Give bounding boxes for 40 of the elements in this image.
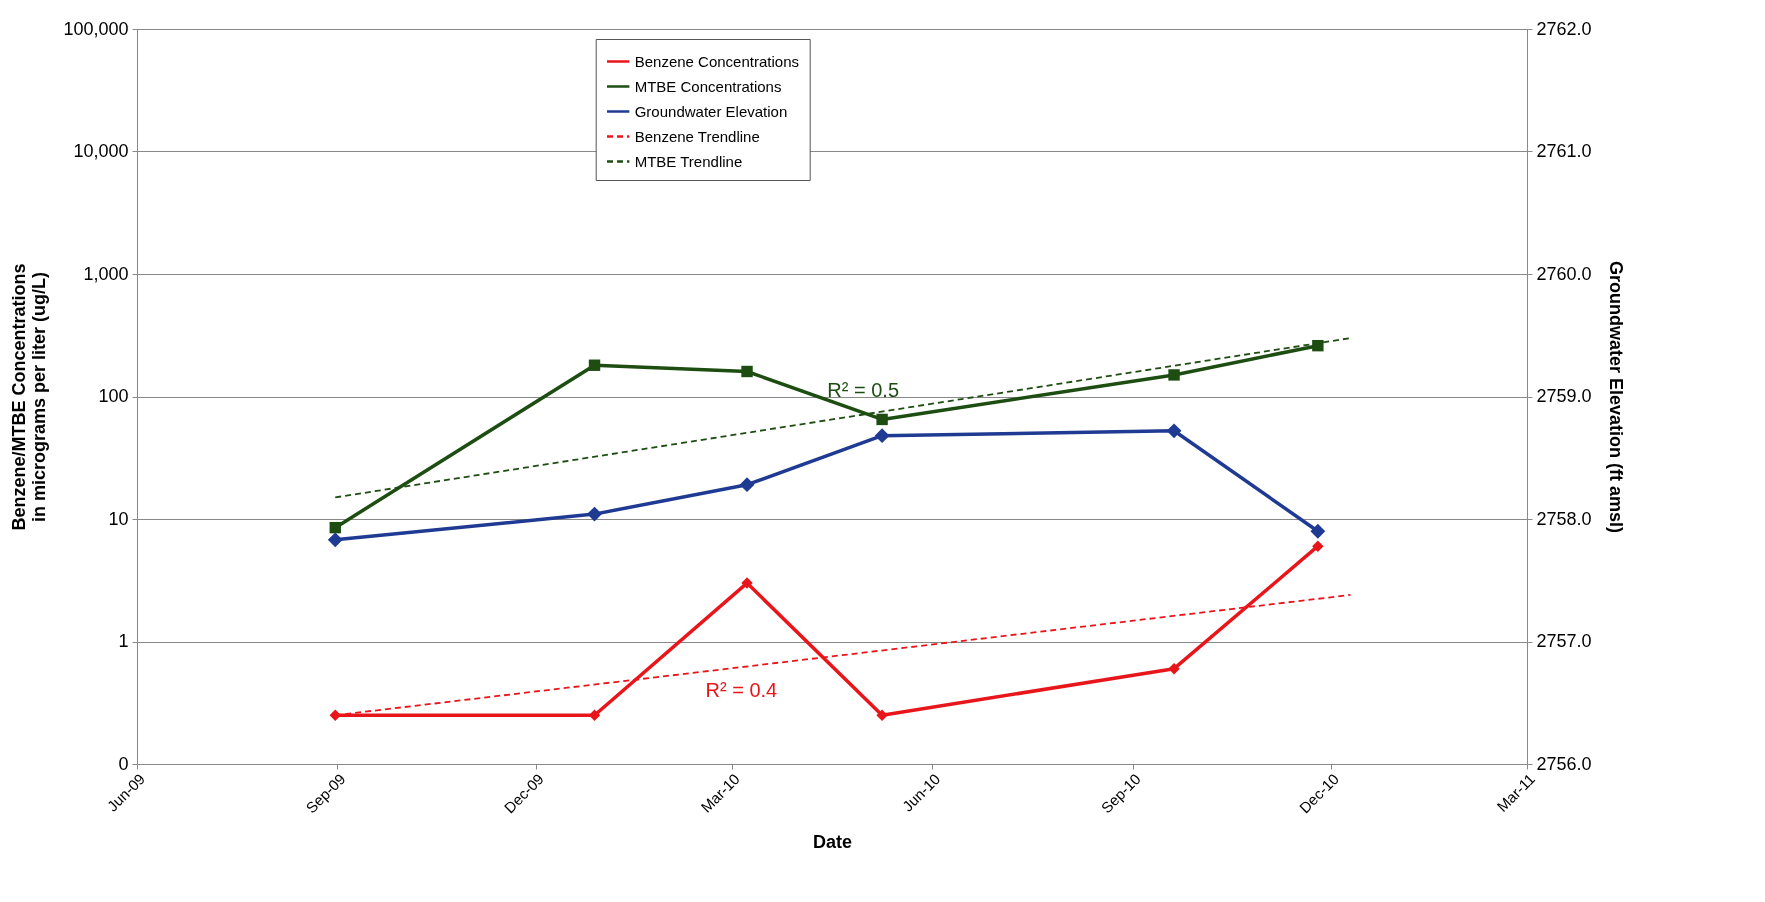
y2-tick-label: 2758.0	[1536, 508, 1592, 529]
point	[587, 506, 602, 522]
y2-tick-label: 2760.0	[1536, 263, 1592, 284]
point	[1312, 339, 1324, 352]
annotation: R² = 0.5	[827, 378, 900, 401]
y-tick-label: 1,000	[83, 263, 129, 284]
point	[876, 413, 888, 426]
point	[327, 532, 343, 548]
point	[588, 359, 601, 371]
legend-label: Groundwater Elevation	[634, 102, 788, 120]
y-axis-title: Benzene/MTBE Concentrations in micrograms per liter (ug/L)	[9, 263, 50, 531]
y2-axis-title: Groundwater Elevation (ft amsl)	[1605, 260, 1626, 534]
y2-tick-label: 2757.0	[1536, 631, 1592, 651]
annotation: R² = 0.4	[705, 679, 778, 702]
y2-tick-label: 2762.0	[1536, 18, 1592, 39]
y-tick-label: 100	[98, 386, 129, 406]
point	[1310, 523, 1326, 539]
y2-tick-label: 2756.0	[1536, 753, 1592, 774]
x-axis-title: Date	[812, 832, 853, 853]
point	[1312, 540, 1324, 552]
y2-tick-label: 2759.0	[1536, 386, 1592, 406]
y2-tick-label: 2761.0	[1536, 141, 1592, 161]
legend-label: Benzene Concentrations	[634, 52, 799, 70]
y-tick-label: 0	[118, 753, 129, 774]
point	[1168, 662, 1180, 675]
point	[876, 709, 888, 721]
y-tick-label: 100,000	[63, 18, 129, 39]
point	[1166, 423, 1182, 439]
legend-label: MTBE Trendline	[634, 152, 743, 170]
point	[741, 577, 753, 589]
legend-label: Benzene Trendline	[634, 127, 760, 145]
y-tick-label: 10,000	[73, 141, 129, 161]
y-tick-label: 10	[108, 508, 129, 529]
point	[329, 521, 341, 534]
y-tick-label: 1	[118, 631, 129, 651]
legend-label: MTBE Concentrations	[634, 77, 782, 95]
point	[1168, 369, 1180, 381]
point	[874, 428, 890, 444]
point	[739, 477, 755, 493]
point	[741, 365, 753, 378]
